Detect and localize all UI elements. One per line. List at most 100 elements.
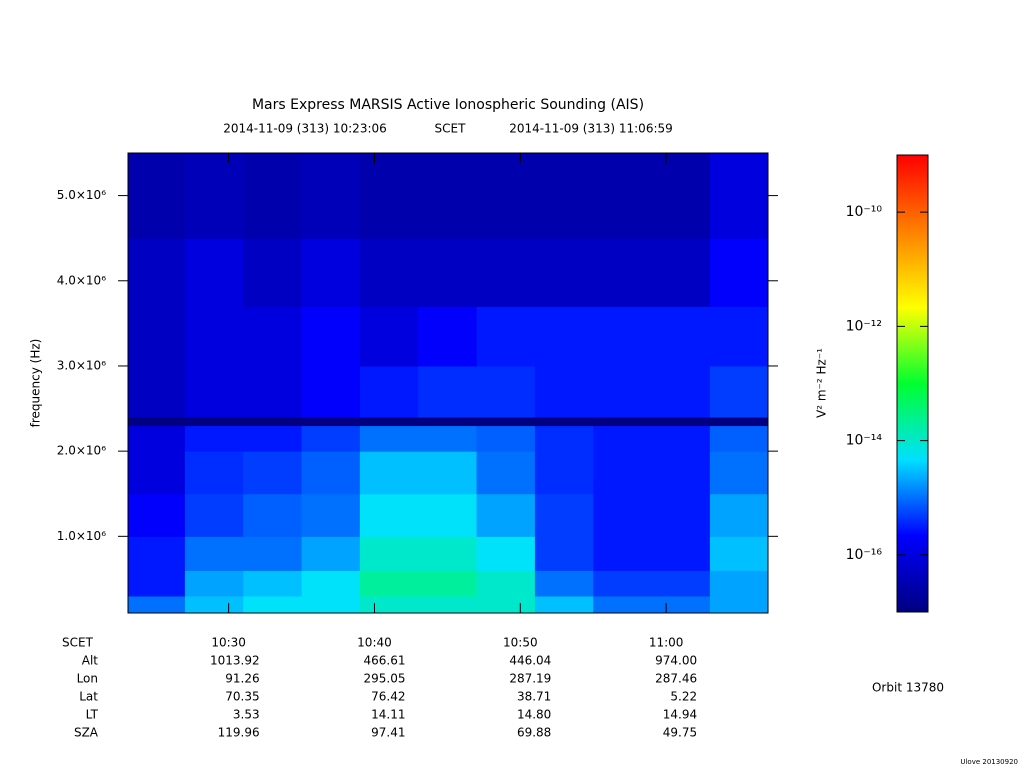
ephemeris-value: 119.96 [218,726,260,740]
heatmap-cell [184,425,244,452]
heatmap-cell [651,306,711,367]
heatmap-cell [359,238,419,307]
chart-title: Mars Express MARSIS Active Ionospheric S… [252,97,644,113]
heatmap-cell [359,451,419,495]
y-tick-label: 1.0×10⁶ [57,529,106,543]
heatmap-cell [476,570,536,597]
colorbar-tick-label: 10⁻¹⁰ [846,204,883,220]
ephemeris-label: SCET [62,636,94,650]
x-tick-label: 10:40 [357,636,392,650]
ephemeris-value: 287.46 [655,672,697,686]
heatmap-cell [243,536,303,571]
heatmap-cell [301,153,361,239]
heatmap-cell [593,365,653,418]
ephemeris-label: Alt [82,654,99,668]
heatmap-cell [359,417,419,427]
colorbar [896,154,929,613]
ephemeris-value: 70.35 [225,690,259,704]
heatmap-cell [651,536,711,571]
heatmap-cell [534,238,594,307]
heatmap-cell [359,595,419,614]
heatmap-cell [593,425,653,452]
colorbar-tick-label: 10⁻¹⁶ [846,547,883,563]
heatmap-cell [476,425,536,452]
heatmap-cell [359,306,419,367]
ephemeris-label: LT [86,708,99,722]
heatmap-cell [476,238,536,307]
heatmap-cell [128,595,186,614]
heatmap-cell [243,365,303,418]
x-tick-label: 10:50 [503,636,538,650]
heatmap-cell [301,238,361,307]
ephemeris-value: 5.22 [670,690,697,704]
heatmap-cell [651,570,711,597]
heatmap-cell [359,365,419,418]
heatmap-cell [651,451,711,495]
heatmap-cell [301,365,361,418]
y-tick-label: 4.0×10⁶ [57,273,106,287]
heatmap-cell [534,451,594,495]
heatmap-cell [418,451,478,495]
heatmap-cell [184,536,244,571]
heatmap-cell [128,365,186,418]
heatmap-cell [184,365,244,418]
x-tick-label: 11:00 [649,636,684,650]
heatmap-cell [534,493,594,537]
heatmap-cell [476,153,536,239]
ephemeris-value: 69.88 [517,726,551,740]
heatmap-cell [709,238,769,307]
heatmap-cell [301,417,361,427]
heatmap-cell [534,595,594,614]
heatmap-cell [418,365,478,418]
heatmap-cell [651,365,711,418]
ephemeris-value: 3.53 [233,708,260,722]
heatmap-cell [128,153,186,239]
heatmap-cell [301,451,361,495]
heatmap-cell [301,425,361,452]
heatmap-cell [128,451,186,495]
heatmap-cell [709,365,769,418]
plot-frame [127,152,769,614]
start-time: 2014-11-09 (313) 10:23:06 [223,122,387,136]
heatmap-cell [534,425,594,452]
heatmap-cell [418,306,478,367]
heatmap-cell [593,153,653,239]
heatmap-cell [128,425,186,452]
ephemeris-value: 91.26 [225,672,259,686]
heatmap-cell [184,238,244,307]
ephemeris-value: 14.80 [517,708,551,722]
heatmap-cell [184,595,244,614]
heatmap-cell [184,153,244,239]
heatmap-cell [301,493,361,537]
heatmap-cell [476,536,536,571]
heatmap-cell [301,306,361,367]
heatmap-cell [476,417,536,427]
heatmap-cell [476,365,536,418]
heatmap-cell [418,153,478,239]
y-tick-label: 5.0×10⁶ [57,188,106,202]
heatmap-cell [184,417,244,427]
heatmap-cell [651,425,711,452]
heatmap-cell [243,306,303,367]
heatmap-cell [709,417,769,427]
colorbar-tick-label: 10⁻¹² [846,318,882,334]
heatmap-cell [418,493,478,537]
heatmap-cell [243,238,303,307]
heatmap-cell [128,493,186,537]
ephemeris-label: SZA [74,726,99,740]
heatmap-cell [418,425,478,452]
time-label: SCET [435,122,467,136]
heatmap-cell [593,306,653,367]
colorbar-tick-label: 10⁻¹⁴ [846,433,883,449]
heatmap-cell [476,306,536,367]
ephemeris-value: 295.05 [363,672,405,686]
heatmap-cell [301,536,361,571]
heatmap-cell [709,493,769,537]
ephemeris-value: 974.00 [655,654,697,668]
heatmap-cell [359,425,419,452]
heatmap-cell [418,238,478,307]
heatmap-cell [184,306,244,367]
heatmap-cell [534,570,594,597]
heatmap-cell [593,570,653,597]
heatmap-cell [534,306,594,367]
